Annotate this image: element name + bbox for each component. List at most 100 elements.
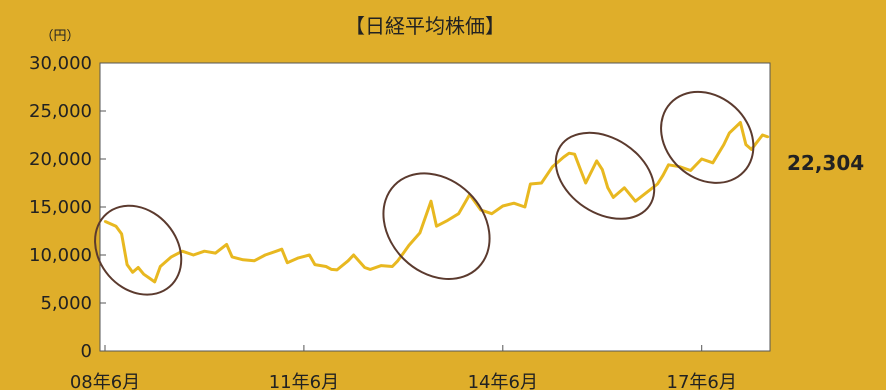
x-axis: 08年6月 11年6月 14年6月 17年6月 xyxy=(70,345,737,390)
data-point xyxy=(297,256,300,260)
highlight-ellipse xyxy=(94,204,183,296)
data-point xyxy=(578,167,582,170)
data-point xyxy=(562,155,565,159)
data-point xyxy=(457,212,460,215)
data-point xyxy=(612,196,615,199)
data-point xyxy=(159,265,162,268)
data-point xyxy=(567,152,571,155)
data-point xyxy=(667,163,670,166)
data-point xyxy=(750,148,753,151)
data-point xyxy=(402,251,405,255)
data-point xyxy=(766,135,770,139)
data-point xyxy=(700,157,703,161)
data-point xyxy=(203,249,206,253)
y-tick-label: 25,000 xyxy=(29,101,92,122)
data-point xyxy=(728,131,731,135)
data-point xyxy=(324,265,328,268)
data-point xyxy=(125,263,129,266)
data-point xyxy=(192,253,195,257)
data-point xyxy=(280,248,283,251)
data-point xyxy=(286,261,289,264)
data-point xyxy=(523,205,527,209)
data-point xyxy=(396,259,400,262)
data-point xyxy=(170,255,173,259)
data-point xyxy=(722,143,725,146)
data-point xyxy=(252,259,256,262)
data-point xyxy=(148,276,151,280)
x-tick-label: 14年6月 xyxy=(468,372,538,390)
highlight-ellipse xyxy=(554,131,656,220)
data-point xyxy=(241,258,245,261)
data-point xyxy=(275,249,278,253)
y-tick-label: 5,000 xyxy=(40,293,92,314)
data-point xyxy=(661,174,665,177)
data-point xyxy=(490,212,493,215)
data-point xyxy=(103,220,107,223)
highlight-ellipse xyxy=(660,90,755,184)
x-tick-label: 11年6月 xyxy=(269,372,339,390)
data-point xyxy=(446,219,449,222)
data-point xyxy=(391,265,394,268)
data-point xyxy=(584,181,587,185)
data-point xyxy=(142,273,145,276)
data-point xyxy=(573,153,576,156)
data-point xyxy=(429,200,433,203)
data-point xyxy=(711,161,714,165)
chart-title: 【日経平均株価】 xyxy=(345,14,505,38)
data-point xyxy=(363,266,366,269)
highlight-ellipses xyxy=(94,90,755,296)
y-axis: 0 5,000 10,000 15,000 20,000 25,000 30,000 xyxy=(29,53,106,362)
data-point xyxy=(380,264,383,267)
data-point xyxy=(407,244,411,247)
data-point xyxy=(601,168,604,171)
y-tick-label: 10,000 xyxy=(29,245,92,266)
data-point xyxy=(623,186,626,189)
data-point xyxy=(656,182,659,186)
series-layer xyxy=(103,121,770,284)
plot-area xyxy=(99,62,771,352)
data-point xyxy=(346,259,350,262)
y-tick-label: 15,000 xyxy=(29,197,92,218)
data-point xyxy=(352,253,355,257)
data-point xyxy=(136,266,140,269)
data-point xyxy=(181,249,184,253)
data-point xyxy=(529,182,532,186)
data-point xyxy=(435,225,438,228)
series-line xyxy=(104,121,769,284)
data-point xyxy=(689,169,692,172)
data-point xyxy=(540,181,543,185)
data-point xyxy=(739,121,742,124)
data-point xyxy=(153,280,156,284)
x-tick-label: 17年6月 xyxy=(667,372,737,390)
last-value-label: 22,304 xyxy=(787,151,864,175)
data-point xyxy=(761,133,764,137)
data-point xyxy=(606,186,609,189)
y-axis-unit: （円） xyxy=(40,29,79,44)
data-point xyxy=(744,143,748,146)
data-point xyxy=(645,191,648,194)
data-point xyxy=(418,231,422,235)
data-point xyxy=(225,243,228,246)
y-tick-label: 20,000 xyxy=(29,149,92,170)
data-point xyxy=(264,253,267,257)
data-point xyxy=(131,271,134,274)
data-point xyxy=(214,251,217,255)
data-point xyxy=(330,268,333,271)
y-tick-label: 30,000 xyxy=(29,53,92,74)
data-point xyxy=(308,253,311,257)
data-point xyxy=(501,204,504,208)
data-point xyxy=(230,255,234,259)
data-point xyxy=(313,263,317,266)
x-tick-label: 08年6月 xyxy=(70,372,140,390)
data-point xyxy=(634,200,637,203)
data-point xyxy=(120,232,123,236)
data-point xyxy=(512,201,516,205)
data-point xyxy=(369,268,372,271)
data-point xyxy=(335,268,339,272)
highlight-ellipse xyxy=(382,172,491,280)
data-point xyxy=(595,159,598,163)
y-tick-label: 0 xyxy=(81,341,92,362)
data-point xyxy=(551,165,554,168)
data-point xyxy=(114,225,118,228)
